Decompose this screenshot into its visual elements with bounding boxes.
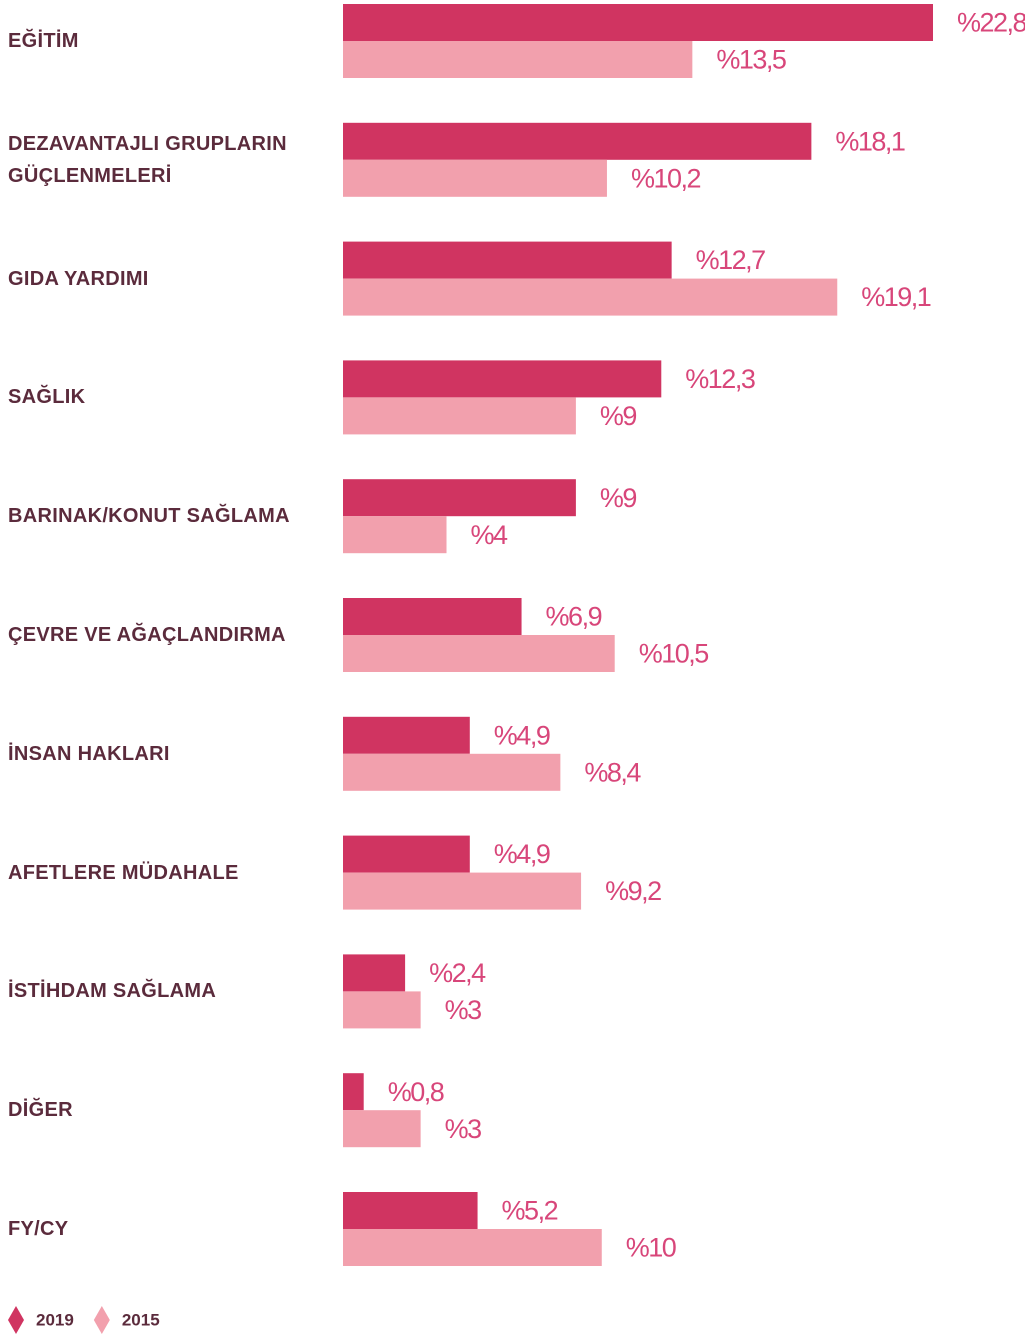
legend-label: 2019 [36,1310,74,1329]
bar [343,753,561,791]
bar [343,954,406,992]
value-label: %12,7 [696,245,766,275]
bar [343,159,607,197]
bar [343,1110,421,1148]
bar [343,397,576,435]
value-label: %5,2 [502,1196,558,1226]
value-label: %13,5 [716,45,786,75]
value-label: %3 [445,995,482,1025]
value-label: %18,1 [835,126,905,156]
bar [343,516,447,554]
bar [343,598,522,635]
value-label: %10 [626,1233,676,1263]
legend-swatch [8,1306,24,1334]
legend-label: 2015 [122,1310,160,1329]
value-label: %4,9 [494,720,550,750]
value-label: %3 [445,1114,482,1144]
value-label: %9 [600,401,637,431]
category-label: İSTİHDAM SAĞLAMA [8,980,217,1003]
category-label: SAĞLIK [8,386,86,409]
category-label: ÇEVRE VE AĞAÇLANDIRMA [8,624,286,646]
value-label: %9 [600,483,637,513]
value-label: %4,9 [494,839,550,869]
bar [343,360,662,398]
bar [343,716,470,754]
value-label: %0,8 [388,1077,444,1107]
category-label: BARINAK/KONUT SAĞLAMA [8,505,290,528]
bar [343,41,693,78]
bar [343,635,615,672]
value-label: %4 [471,520,509,550]
value-label: %10,2 [631,163,701,193]
category-label: DEZAVANTAJLI GRUPLARIN GÜÇLENMELERİ [8,132,287,187]
value-label: %9,2 [605,876,661,906]
bar [343,1229,602,1266]
value-label: %6,9 [546,602,602,632]
legend-swatch [93,1306,110,1334]
bar [343,479,576,517]
value-label: %8,4 [584,757,641,787]
bar [343,1073,364,1111]
bar [343,122,812,160]
bar [343,241,672,279]
bar [343,872,582,910]
bar [343,991,421,1029]
category-label: DİĞER [8,1099,73,1122]
category-label: EĞİTİM [8,30,79,52]
bar [343,1192,478,1229]
category-label: İNSAN HAKLARI [8,742,170,765]
bar [343,4,933,41]
category-label: FY/CY [8,1218,69,1240]
value-label: %10,5 [639,639,709,669]
value-label: %19,1 [861,282,931,312]
bar [343,278,838,316]
value-label: %2,4 [429,958,486,988]
category-label: GIDA YARDIMI [8,267,149,290]
value-label: %12,3 [685,364,755,394]
bar [343,835,470,873]
category-label: AFETLERE MÜDAHALE [8,861,239,884]
value-label: %22,8 [957,8,1025,38]
